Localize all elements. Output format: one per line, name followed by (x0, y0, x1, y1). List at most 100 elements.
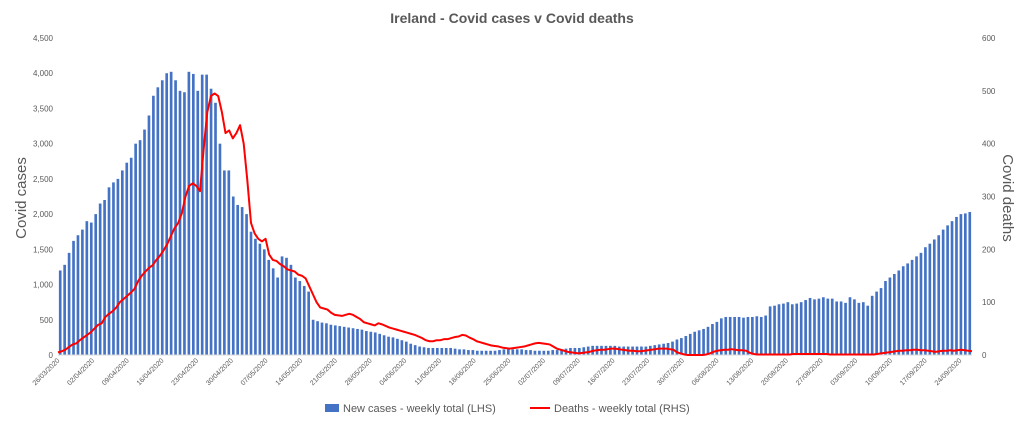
cases-bar (156, 87, 160, 355)
cases-bar (609, 345, 612, 355)
cases-bar (271, 268, 275, 355)
deaths-series (57, 92, 973, 356)
cases-bar (524, 350, 528, 355)
cases-bar (888, 277, 892, 355)
cases-bar (214, 102, 217, 355)
cases-bar (125, 162, 129, 355)
cases-bar (520, 349, 523, 355)
cases-bar (396, 338, 399, 355)
cases-bar (218, 143, 222, 355)
y-tick-left-label: 1,500 (33, 245, 54, 254)
cases-bar (861, 302, 865, 355)
cases-bar (85, 221, 89, 355)
deaths-line (57, 92, 973, 356)
y-tick-left-label: 3,000 (33, 140, 54, 149)
cases-bar (240, 207, 244, 355)
cases-bar (81, 229, 84, 355)
cases-bar (777, 304, 781, 355)
cases-bar (826, 298, 830, 355)
cases-bar (325, 323, 328, 355)
cases-bar (311, 319, 315, 355)
y-tick-right-label: 600 (982, 34, 996, 43)
legend-label-cases: New cases - weekly total (LHS) (343, 403, 496, 415)
cases-bar (294, 277, 297, 355)
legend-label-deaths: Deaths - weekly total (RHS) (554, 403, 690, 415)
cases-bar (107, 187, 111, 355)
cases-bar (147, 115, 151, 356)
cases-bar (582, 347, 586, 355)
cases-bar (254, 238, 257, 355)
cases-bar (391, 337, 395, 355)
cases-bar (733, 316, 736, 355)
cases-bar (586, 346, 590, 355)
cases-bar (351, 328, 355, 355)
cases-bar (382, 335, 386, 355)
cases-bar (112, 182, 115, 355)
cases-bar (573, 347, 577, 355)
cases-bar (236, 204, 240, 355)
cases-bar (737, 316, 741, 355)
cases-bar (848, 297, 852, 355)
cases-bar (480, 350, 484, 355)
cases-bar (409, 343, 413, 355)
y-tick-left-label: 1,000 (33, 281, 54, 290)
cases-bar (671, 341, 674, 355)
cases-bar (950, 221, 954, 355)
cases-bar (830, 298, 834, 355)
cases-bar (307, 291, 311, 355)
cases-bar (183, 92, 186, 356)
cases-bar (160, 80, 164, 356)
y-tick-left-label: 500 (40, 316, 54, 325)
cases-bar (338, 326, 342, 355)
cases-bar (129, 157, 133, 355)
cases-bar (227, 170, 231, 355)
cases-bars (58, 71, 972, 356)
cases-bar (276, 277, 279, 355)
y-tick-right-label: 0 (982, 351, 987, 360)
cases-bar (289, 264, 293, 355)
cases-bar (298, 281, 302, 355)
cases-bar (502, 349, 506, 355)
cases-bar (209, 88, 213, 355)
y-tick-left-label: 4,500 (33, 34, 54, 43)
cases-bar (67, 252, 71, 355)
cases-bar (458, 349, 461, 355)
cases-bar (63, 264, 66, 355)
y-tick-right-label: 400 (982, 140, 996, 149)
cases-bar (440, 347, 444, 355)
cases-bar (680, 338, 683, 355)
cases-bar (103, 200, 106, 355)
cases-bar (178, 90, 182, 355)
cases-bar (76, 235, 80, 355)
cases-bar (58, 270, 62, 355)
cases-bar (910, 259, 914, 355)
cases-bar (657, 344, 661, 355)
cases-bar (924, 247, 927, 355)
cases-bar (968, 212, 972, 355)
cases-bar (817, 298, 821, 355)
cases-bar (507, 349, 510, 355)
cases-bar (373, 332, 377, 355)
cases-bar (267, 259, 271, 355)
y-axis-title-right: Covid deaths (999, 154, 1016, 242)
legend: New cases - weekly total (LHS) Deaths - … (325, 403, 690, 415)
cases-bar (138, 140, 142, 355)
cases-bar (919, 252, 923, 355)
cases-bar (955, 216, 958, 355)
cases-bar (515, 349, 519, 355)
y-tick-left-label: 2,000 (33, 210, 54, 219)
cases-bar (316, 321, 319, 355)
y-tick-left-label: 0 (49, 351, 54, 360)
cases-bar (941, 229, 945, 355)
cases-bar (116, 178, 120, 355)
cases-bar (94, 214, 98, 355)
cases-bar (143, 129, 146, 355)
cases-bar (578, 347, 581, 355)
cases-bar (378, 333, 381, 355)
cases-bar (538, 350, 541, 355)
cases-bar (773, 305, 776, 355)
cases-bar (280, 256, 284, 355)
cases-bar (427, 347, 430, 355)
cases-bar (542, 350, 546, 355)
